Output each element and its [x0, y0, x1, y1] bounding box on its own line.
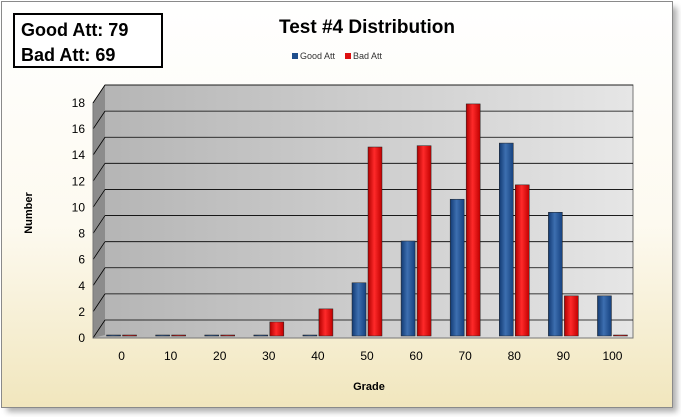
bar-bad-20	[220, 334, 235, 337]
chart-title: Test #4 Distribution	[279, 17, 455, 38]
gridline-side-16	[92, 110, 106, 130]
gridline-side-18	[92, 84, 106, 104]
legend-label-good: Good Att	[300, 51, 336, 61]
x-axis-title: Grade	[353, 381, 385, 393]
x-tick-label-100: 100	[602, 349, 622, 363]
x-tick-label-0: 0	[118, 349, 125, 363]
y-tick-label-2: 2	[78, 305, 85, 319]
gridline-side-12	[92, 163, 106, 182]
bar-good-90	[548, 212, 563, 337]
gridline-side-2	[92, 293, 106, 313]
x-tick-label-90: 90	[557, 349, 571, 363]
gridline-side-8	[92, 215, 106, 234]
gridline-side-14	[92, 137, 106, 156]
x-tick-label-60: 60	[409, 349, 423, 363]
bar-bad-10	[171, 334, 186, 337]
legend-swatch-good	[292, 53, 298, 59]
bad-att-stat: Bad Att: 69	[21, 45, 116, 65]
legend-swatch-bad	[345, 53, 352, 59]
x-tick-label-40: 40	[311, 349, 325, 363]
chart-side-wall	[93, 85, 105, 338]
y-tick-label-16: 16	[72, 122, 86, 136]
y-tick-label-4: 4	[78, 279, 85, 293]
bar-bad-40	[318, 308, 334, 337]
gridline-side-6	[92, 241, 106, 260]
bar-bad-70	[465, 103, 481, 337]
bar-good-60	[400, 240, 416, 337]
y-axis-title: Number	[23, 192, 35, 234]
x-tick-label-30: 30	[262, 349, 276, 363]
y-tick-label-8: 8	[78, 227, 85, 241]
attendance-stats-box: Good Att: 79 Bad Att: 69	[13, 13, 163, 68]
bar-bad-90	[564, 295, 579, 337]
plot-area: 0 2 4 6 8 10 12 14 16 18 0 10 20 30 40 50 60 70 80 90 100 Gra…	[23, 84, 634, 393]
bar-good-50	[351, 282, 367, 337]
bar-good-40	[302, 334, 318, 337]
bar-good-20	[204, 334, 219, 337]
legend-item-bad: Bad Att	[345, 51, 382, 61]
gridline-side-10	[92, 189, 106, 208]
bar-good-100	[597, 295, 612, 337]
x-tick-label-20: 20	[213, 349, 227, 363]
x-tick-label-80: 80	[508, 349, 522, 363]
legend-item-good: Good Att	[292, 51, 335, 61]
y-tick-label-12: 12	[72, 174, 86, 188]
bar-good-10	[155, 334, 170, 337]
good-att-stat: Good Att: 79	[21, 20, 129, 40]
gridline-side-4	[92, 267, 106, 286]
bar-good-70	[449, 198, 465, 337]
bar-bad-100	[613, 334, 628, 337]
x-tick-label-10: 10	[164, 349, 178, 363]
bar-bad-50	[367, 146, 383, 337]
x-tick-label-70: 70	[459, 349, 473, 363]
bar-good-30	[253, 334, 269, 337]
y-tick-label-18: 18	[72, 96, 86, 110]
bar-bad-0	[122, 334, 137, 337]
legend-label-bad: Bad Att	[353, 51, 383, 61]
y-tick-label-10: 10	[72, 200, 86, 214]
x-tick-label-50: 50	[360, 349, 374, 363]
bar-good-80	[499, 142, 514, 337]
bar-bad-30	[269, 321, 285, 337]
bar-bad-60	[416, 145, 432, 337]
y-tick-label-0: 0	[78, 331, 85, 345]
bar-bad-80	[515, 184, 530, 337]
chart-legend: Good Att Bad Att	[292, 51, 392, 61]
y-tick-label-14: 14	[72, 148, 86, 162]
gridline-side-0	[92, 319, 106, 339]
bar-good-0	[106, 334, 121, 337]
y-tick-label-6: 6	[78, 253, 85, 267]
